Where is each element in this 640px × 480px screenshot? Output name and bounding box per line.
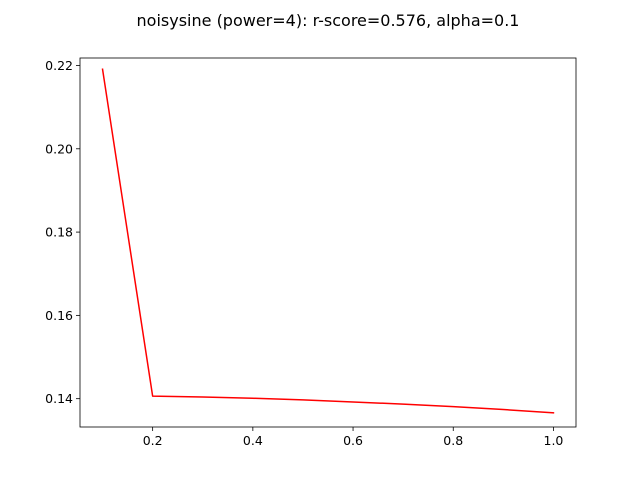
series-line-0 [101,68,555,414]
y-tick-label: 0.16 [45,308,73,323]
x-tick-label: 0.2 [143,433,163,448]
axes-frame [79,57,577,428]
chart-title: noisysine (power=4): r-score=0.576, alph… [136,11,520,30]
y-tick-label: 0.20 [45,141,73,156]
axes: 0.2 0.4 0.6 0.8 1.0 0.14 0.16 0.18 0.20 0.22 [45,57,577,448]
x-tick-label: 0.6 [343,433,363,448]
x-tick-label: 0.4 [243,433,263,448]
y-tick-label: 0.14 [45,391,73,406]
y-tick-label: 0.22 [45,58,73,73]
x-tick-label: 1.0 [544,433,564,448]
y-tick-label: 0.18 [45,225,73,240]
x-tick-label: 0.8 [443,433,463,448]
